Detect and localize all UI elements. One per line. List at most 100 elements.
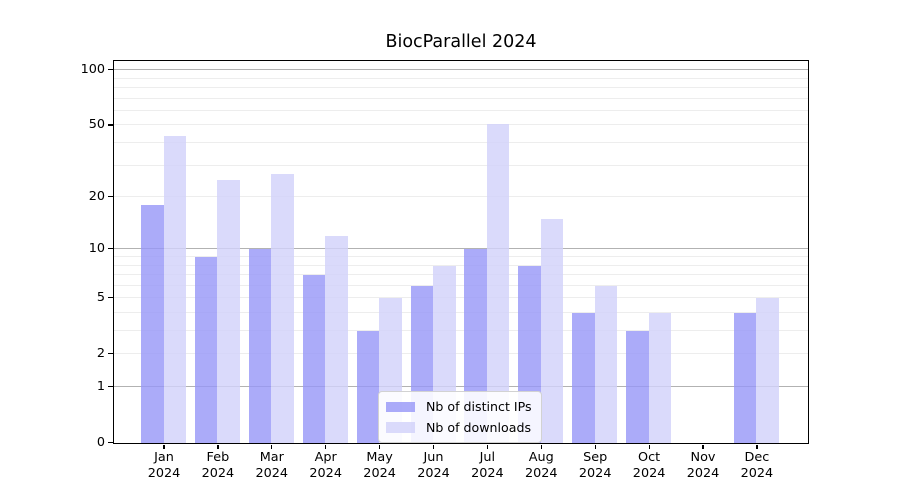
x-axis-tick <box>648 444 650 449</box>
x-tick-label-feb: Feb 2024 <box>186 450 250 481</box>
x-tick-year: 2024 <box>147 465 181 481</box>
x-tick-month: Feb <box>206 450 230 465</box>
x-axis-tick <box>271 444 273 449</box>
minor-gridline <box>114 142 808 143</box>
x-tick-label-aug: Aug 2024 <box>509 450 573 481</box>
x-tick-label-jan: Jan 2024 <box>132 450 196 481</box>
bar-distinct-ips-sep <box>572 313 595 443</box>
y-axis-tick <box>108 353 113 355</box>
x-tick-label-jun: Jun 2024 <box>402 450 466 481</box>
minor-gridline <box>114 284 808 286</box>
x-tick-month: Jul <box>479 450 496 465</box>
major-gridline <box>114 248 808 250</box>
bar-distinct-ips-dec <box>733 313 757 443</box>
bar-distinct-ips-oct <box>626 331 649 443</box>
x-axis-tick <box>163 444 165 449</box>
bar-distinct-ips-jan <box>141 205 164 443</box>
x-tick-month: Aug <box>528 450 554 465</box>
x-tick-label-may: May 2024 <box>348 450 412 481</box>
x-axis-tick <box>540 444 542 449</box>
y-tick-label: 20 <box>88 188 105 204</box>
x-tick-label-mar: Mar 2024 <box>240 450 304 481</box>
x-tick-year: 2024 <box>632 465 666 481</box>
bar-distinct-ips-apr <box>302 275 326 443</box>
minor-gridline <box>114 87 808 88</box>
x-axis-tick <box>325 444 327 449</box>
legend-swatch <box>386 422 415 433</box>
x-tick-month: Jan <box>154 450 174 465</box>
x-tick-label-apr: Apr 2024 <box>294 450 358 481</box>
y-tick-label: 0 <box>96 434 105 450</box>
x-tick-year: 2024 <box>525 465 558 481</box>
bar-distinct-ips-mar <box>248 249 272 443</box>
x-tick-year: 2024 <box>255 465 289 481</box>
chart-title: BiocParallel 2024 <box>385 32 537 52</box>
legend-item: Nb of distinct IPs <box>386 397 532 417</box>
y-axis-tick <box>108 297 113 299</box>
legend-label: Nb of distinct IPs <box>426 399 532 415</box>
x-tick-month: Nov <box>690 450 716 465</box>
minor-gridline <box>114 196 808 198</box>
x-tick-year: 2024 <box>740 465 774 481</box>
y-axis-tick <box>108 441 113 444</box>
x-tick-year: 2024 <box>309 465 342 481</box>
bar-downloads-jan <box>163 135 186 443</box>
x-axis-tick <box>217 444 219 449</box>
bar-distinct-ips-feb <box>194 257 218 443</box>
x-tick-label-jul: Jul 2024 <box>455 450 519 481</box>
legend-item: Nb of downloads <box>386 418 532 438</box>
legend-swatch <box>386 401 415 412</box>
minor-gridline <box>114 77 808 79</box>
x-axis-tick <box>756 444 758 449</box>
bar-downloads-oct <box>648 313 672 443</box>
x-tick-year: 2024 <box>471 465 504 481</box>
legend: Nb of distinct IPs Nb of downloads <box>378 391 542 443</box>
x-tick-month: Sep <box>583 450 608 465</box>
y-tick-label: 100 <box>80 61 105 77</box>
x-tick-month: Dec <box>744 450 770 465</box>
minor-gridline <box>114 124 808 126</box>
bar-distinct-ips-may <box>356 331 380 443</box>
x-tick-year: 2024 <box>201 465 235 481</box>
minor-gridline <box>114 312 808 313</box>
minor-gridline <box>114 109 808 111</box>
minor-gridline <box>114 297 808 299</box>
x-tick-label-sep: Sep 2024 <box>563 450 627 481</box>
y-axis-tick <box>108 248 113 250</box>
major-gridline <box>114 386 808 387</box>
minor-gridline <box>114 353 808 355</box>
bar-downloads-aug <box>540 219 564 443</box>
x-tick-label-oct: Oct 2024 <box>617 450 681 481</box>
minor-gridline <box>114 97 808 99</box>
minor-gridline <box>114 330 808 331</box>
y-tick-label: 2 <box>96 345 105 361</box>
x-axis-tick <box>702 444 704 449</box>
minor-gridline <box>114 164 808 166</box>
x-tick-month: Jun <box>423 450 444 465</box>
bar-downloads-mar <box>271 173 294 443</box>
y-axis-tick <box>108 196 113 198</box>
x-tick-label-nov: Nov 2024 <box>671 450 735 481</box>
x-axis-tick <box>379 444 381 449</box>
bar-downloads-feb <box>217 179 240 443</box>
x-tick-year: 2024 <box>686 465 720 481</box>
minor-gridline <box>114 264 808 266</box>
x-tick-year: 2024 <box>417 465 450 481</box>
y-tick-label: 10 <box>88 240 105 256</box>
x-tick-month: Apr <box>314 450 337 465</box>
y-axis-tick <box>108 69 113 71</box>
x-tick-month: May <box>366 450 393 465</box>
x-tick-month: Mar <box>259 450 284 465</box>
y-tick-label: 50 <box>88 116 105 132</box>
y-axis-tick <box>108 385 113 388</box>
bar-downloads-sep <box>594 285 618 443</box>
minor-gridline <box>114 274 808 275</box>
x-tick-label-dec: Dec 2024 <box>725 450 789 481</box>
bar-downloads-jul <box>486 123 510 443</box>
minor-gridline <box>114 256 808 257</box>
x-axis-tick <box>486 444 489 449</box>
legend-label: Nb of downloads <box>426 419 532 435</box>
x-tick-year: 2024 <box>578 465 612 481</box>
x-axis-tick <box>594 444 596 449</box>
